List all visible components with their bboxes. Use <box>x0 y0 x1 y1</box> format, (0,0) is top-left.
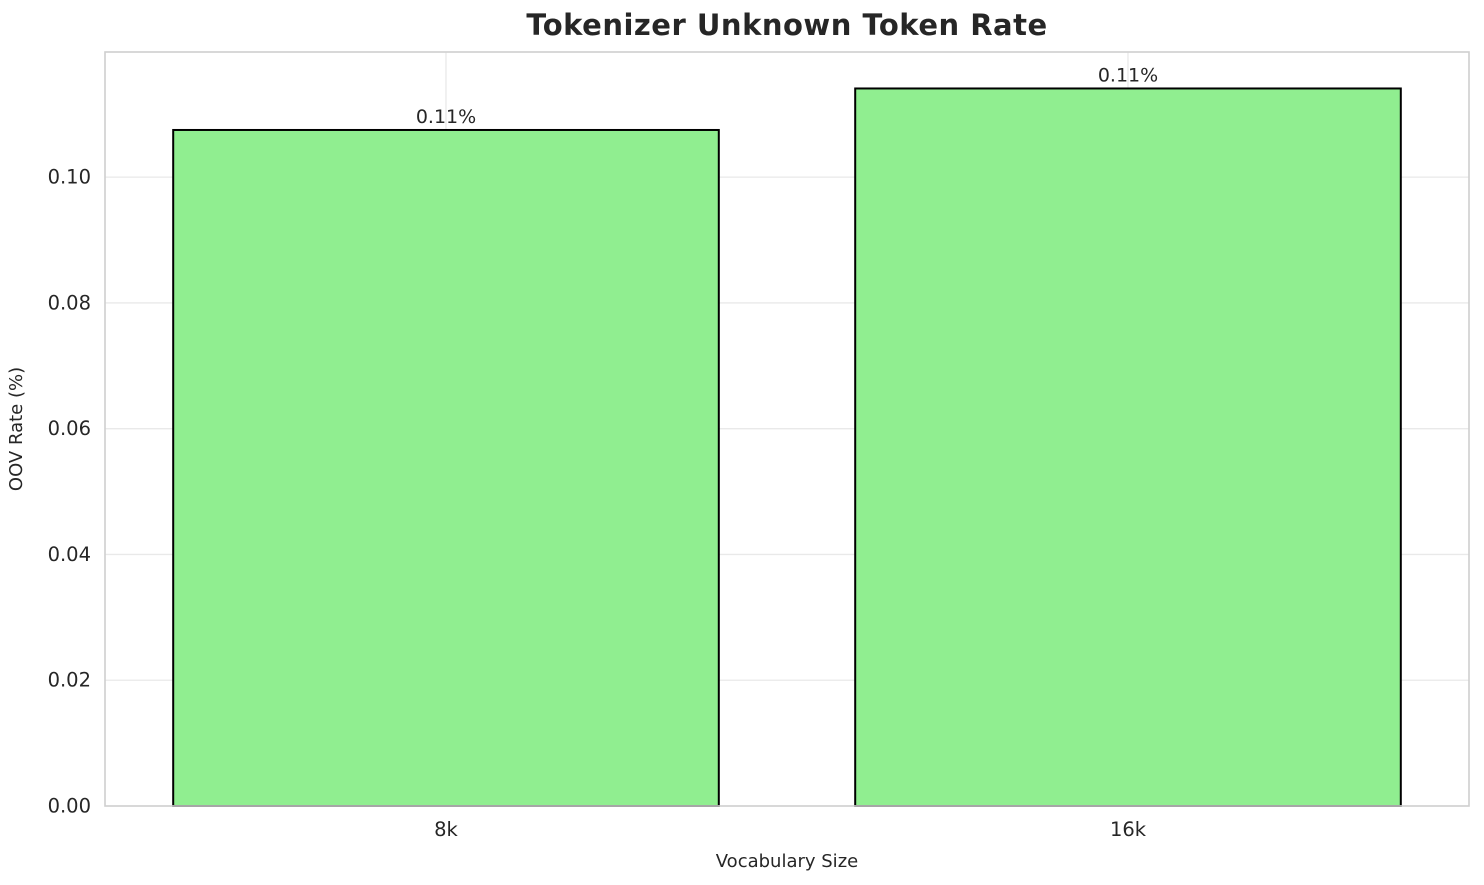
x-tick-label: 8k <box>434 818 458 841</box>
bar-value-label: 0.11% <box>416 106 476 128</box>
x-axis-label: Vocabulary Size <box>716 851 858 872</box>
y-tick-label: 0.08 <box>48 291 91 314</box>
y-axis-label: OOV Rate (%) <box>6 367 27 491</box>
bar-value-label: 0.11% <box>1098 64 1158 86</box>
y-tick-label: 0.02 <box>48 669 91 692</box>
bar-8k <box>172 128 720 807</box>
chart-title: Tokenizer Unknown Token Rate <box>526 8 1048 42</box>
y-tick-label: 0.00 <box>48 795 91 818</box>
x-tick-label: 16k <box>1110 818 1147 841</box>
y-tick-label: 0.06 <box>48 417 91 440</box>
y-tick-label: 0.04 <box>48 543 91 566</box>
bar-16k <box>854 87 1402 807</box>
plot-border <box>104 51 1470 807</box>
y-tick-label: 0.10 <box>48 166 91 189</box>
